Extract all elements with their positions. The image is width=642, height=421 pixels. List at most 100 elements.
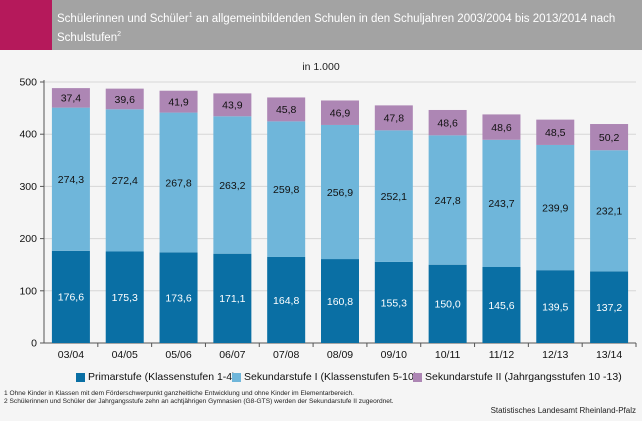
title-footnote-2: 2 bbox=[117, 30, 122, 38]
bar-segment bbox=[428, 135, 467, 265]
header-accent bbox=[0, 0, 52, 50]
bar-segment bbox=[374, 261, 413, 343]
bar-value-label: 160,8 bbox=[327, 296, 353, 308]
legend-label-sekundarstufe-1: Sekundarstufe I (Klassenstufen 5-10) bbox=[244, 371, 418, 383]
bar-value-label: 41,9 bbox=[168, 96, 189, 108]
bar-value-label: 256,9 bbox=[327, 187, 353, 199]
legend-swatch-sekundarstufe-1 bbox=[232, 372, 241, 382]
bar-value-label: 46,9 bbox=[330, 108, 351, 120]
title-text-1: Schülerinnen und Schüler bbox=[57, 12, 189, 25]
x-tick-label: 11/12 bbox=[489, 349, 515, 361]
legend: Primarstufe (Klassenstufen 1-4) Sekundar… bbox=[0, 371, 642, 385]
bar-value-label: 150,0 bbox=[434, 299, 460, 311]
legend-item-sekundarstufe-2: Sekundarstufe II (Jahrgangsstufen 10 -13… bbox=[413, 371, 622, 383]
bar-segment bbox=[159, 112, 198, 253]
bar-value-label: 39,6 bbox=[115, 94, 136, 106]
bar-value-label: 243,7 bbox=[488, 198, 514, 210]
bar-value-label: 47,8 bbox=[384, 113, 405, 125]
legend-swatch-primarstufe bbox=[76, 372, 85, 382]
bar-value-label: 37,4 bbox=[61, 93, 82, 105]
bar-segment bbox=[374, 105, 413, 131]
bar-segment bbox=[105, 251, 144, 343]
bar-value-label: 48,6 bbox=[437, 117, 458, 129]
bar-value-label: 259,8 bbox=[273, 184, 299, 196]
bar-segment bbox=[213, 116, 252, 254]
bar-segment bbox=[213, 253, 252, 343]
bar-segment bbox=[482, 139, 521, 267]
bar-segment bbox=[321, 100, 359, 125]
x-tick-label: 05/06 bbox=[165, 349, 191, 361]
bar-value-label: 43,9 bbox=[222, 100, 243, 112]
bar-value-label: 45,8 bbox=[276, 104, 297, 116]
bar-value-label: 137,2 bbox=[596, 302, 622, 314]
bar-value-label: 171,1 bbox=[219, 293, 245, 305]
bar-segment bbox=[590, 150, 629, 272]
bar-segment bbox=[321, 259, 359, 343]
unit-label: in 1.000 bbox=[302, 61, 340, 73]
bar-segment bbox=[482, 266, 521, 343]
legend-swatch-sekundarstufe-2 bbox=[413, 372, 422, 382]
y-tick-label: 500 bbox=[19, 77, 37, 89]
chart-title: Schülerinnen und Schüler1 an allgemeinbi… bbox=[57, 8, 627, 46]
y-tick-label: 100 bbox=[19, 285, 37, 297]
footnote-1: 1 Ohne Kinder in Klassen mit dem Förders… bbox=[4, 390, 355, 397]
x-axis: 03/04 04/05 05/06 06/07 07/08 08/09 09/10 10/11… bbox=[58, 343, 637, 361]
bar-value-label: 164,8 bbox=[273, 295, 299, 307]
bar-segment bbox=[51, 107, 90, 251]
bar-segment bbox=[105, 109, 144, 252]
bar-value-label: 176,6 bbox=[58, 292, 84, 304]
bar-segment bbox=[105, 88, 144, 110]
bar-value-label: 239,9 bbox=[542, 202, 568, 214]
bar-segment bbox=[159, 252, 198, 343]
x-tick-label: 12/13 bbox=[542, 349, 568, 361]
x-tick-label: 03/04 bbox=[58, 349, 84, 361]
bar-segment bbox=[428, 109, 467, 136]
x-tick-label: 10/11 bbox=[435, 349, 461, 361]
legend-label-primarstufe: Primarstufe (Klassenstufen 1-4) bbox=[88, 371, 236, 383]
bar-segment bbox=[536, 119, 575, 145]
x-tick-label: 06/07 bbox=[219, 349, 245, 361]
legend-item-primarstufe: Primarstufe (Klassenstufen 1-4) bbox=[76, 371, 236, 383]
y-tick-label: 300 bbox=[19, 181, 37, 193]
bar-segment bbox=[428, 264, 467, 343]
bar-value-label: 139,5 bbox=[542, 301, 568, 313]
bars: 176,6 274,3 37,4 175,3 272,4 39,6 173,6 267,8 41… bbox=[51, 88, 629, 343]
bar-value-label: 173,6 bbox=[165, 292, 191, 304]
bar-value-label: 175,3 bbox=[112, 292, 138, 304]
bar-value-label: 252,1 bbox=[381, 191, 407, 203]
bar-value-label: 267,8 bbox=[165, 177, 191, 189]
bar-value-label: 247,8 bbox=[434, 195, 460, 207]
header-bar: Schülerinnen und Schüler1 an allgemeinbi… bbox=[0, 0, 642, 50]
bar-segment bbox=[213, 93, 252, 117]
y-tick-label: 400 bbox=[19, 129, 37, 141]
bar-segment bbox=[374, 130, 413, 262]
bar-segment bbox=[159, 90, 198, 113]
bar-segment bbox=[51, 88, 90, 108]
footnote-2: 2 Schülerinnen und Schüler der Jahrgangs… bbox=[4, 398, 394, 405]
bar-segment bbox=[321, 124, 359, 260]
bar-value-label: 48,6 bbox=[491, 122, 512, 134]
bar-value-label: 48,5 bbox=[545, 127, 566, 139]
x-tick-label: 09/10 bbox=[381, 349, 407, 361]
bar-segment bbox=[267, 97, 306, 122]
x-tick-label: 13/14 bbox=[596, 349, 622, 361]
legend-label-sekundarstufe-2: Sekundarstufe II (Jahrgangsstufen 10 -13… bbox=[425, 371, 622, 383]
bar-value-label: 50,2 bbox=[599, 132, 620, 144]
legend-item-sekundarstufe-1: Sekundarstufe I (Klassenstufen 5-10) bbox=[232, 371, 417, 383]
x-tick-label: 08/09 bbox=[327, 349, 353, 361]
bar-value-label: 272,4 bbox=[112, 175, 138, 187]
bar-segment bbox=[267, 256, 306, 343]
x-tick-label: 04/05 bbox=[112, 349, 138, 361]
y-tick-label: 0 bbox=[31, 338, 37, 350]
source-label: Statistisches Landesamt Rheinland-Pfalz bbox=[490, 406, 636, 415]
bar-segment bbox=[536, 144, 575, 271]
bar-segment bbox=[51, 250, 90, 343]
bar-segment bbox=[536, 270, 575, 343]
title-footnote-1: 1 bbox=[188, 12, 193, 19]
bar-segment bbox=[590, 124, 629, 151]
bar-segment bbox=[590, 271, 629, 343]
y-tick-label: 200 bbox=[19, 233, 37, 245]
title-text-2: an allgemeinbildenden Schulen in den Sch… bbox=[57, 12, 616, 44]
bar-value-label: 155,3 bbox=[381, 297, 407, 309]
